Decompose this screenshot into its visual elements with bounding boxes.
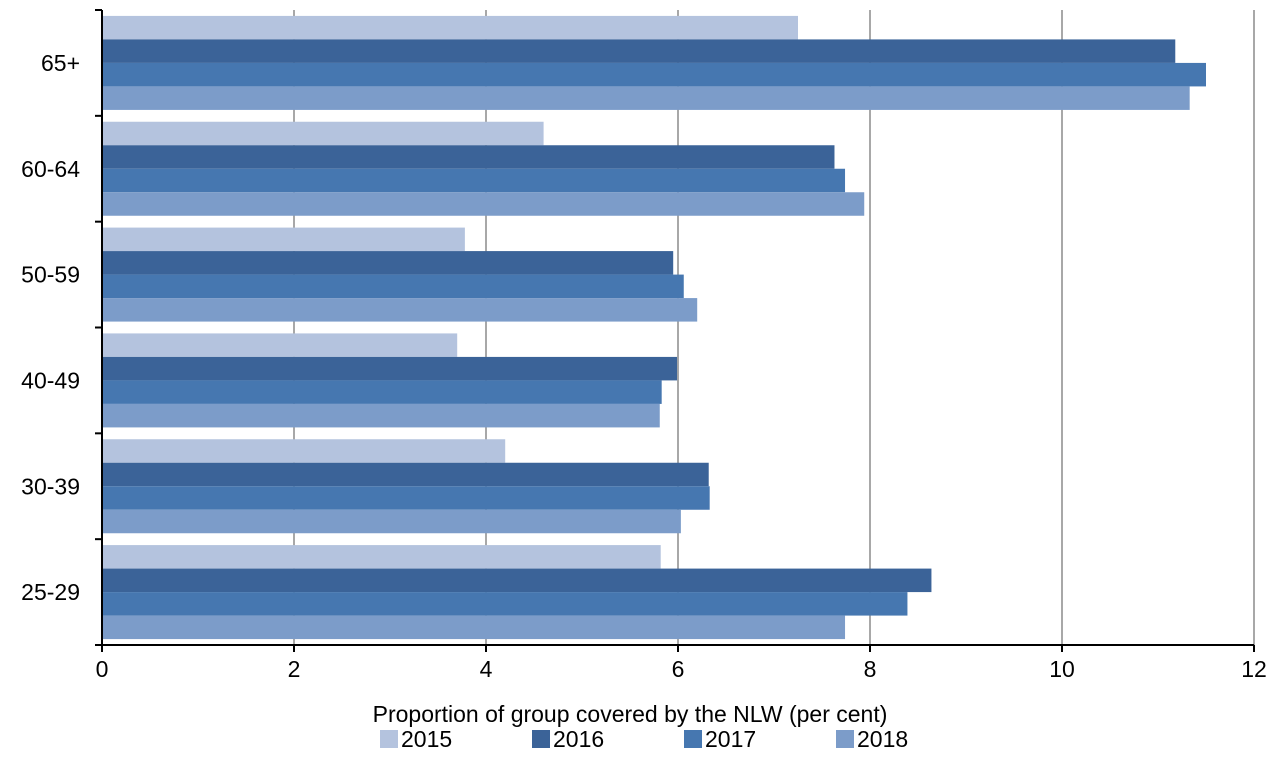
bar-40-49-2015 <box>102 333 458 357</box>
legend-label-2018: 2018 <box>857 726 908 752</box>
x-tick-label-0: 0 <box>96 656 109 682</box>
legend-label-2016: 2016 <box>553 726 604 752</box>
category-label-3: 40-49 <box>21 367 80 393</box>
bar-50-59-2018 <box>102 298 698 322</box>
category-label-2: 50-59 <box>21 262 80 288</box>
bar-65+-2018 <box>102 86 1190 110</box>
bars <box>102 15 1206 640</box>
x-tick-label-3: 6 <box>672 656 685 682</box>
bar-65+-2017 <box>102 62 1206 87</box>
bar-60-64-2018 <box>102 192 865 216</box>
legend-label-2015: 2015 <box>401 726 452 752</box>
category-label-1: 60-64 <box>21 156 80 182</box>
bar-30-39-2016 <box>102 462 709 487</box>
bar-30-39-2017 <box>102 486 710 510</box>
legend-swatch-2018 <box>836 730 854 748</box>
bar-65+-2016 <box>102 39 1176 63</box>
bar-40-49-2016 <box>102 356 678 381</box>
x-tick-label-6: 12 <box>1241 656 1267 682</box>
bar-30-39-2018 <box>102 509 681 534</box>
axes <box>95 9 1255 652</box>
bar-25-29-2018 <box>102 615 846 640</box>
legend-label-2017: 2017 <box>705 726 756 752</box>
x-tick-label-1: 2 <box>288 656 301 682</box>
bar-60-64-2015 <box>102 121 544 146</box>
x-tick-label-2: 4 <box>480 656 493 682</box>
bar-50-59-2016 <box>102 251 674 275</box>
labels: 65+ 60-64 50-59 40-49 30-39 25-29 0 2 4 6 8 10 12 <box>21 50 1267 682</box>
bar-60-64-2017 <box>102 168 846 193</box>
bar-40-49-2017 <box>102 380 662 404</box>
legend-swatch-2016 <box>532 730 550 748</box>
bar-65+-2015 <box>102 15 798 40</box>
category-label-5: 25-29 <box>21 579 80 605</box>
legend-swatch-2015 <box>380 730 398 748</box>
x-axis-title: Proportion of group covered by the NLW (… <box>373 701 888 727</box>
bar-50-59-2017 <box>102 274 684 299</box>
legend-swatch-2017 <box>684 730 702 748</box>
legend: 2015 2016 2017 2018 <box>380 726 908 752</box>
gridlines <box>293 10 1255 645</box>
bar-50-59-2015 <box>102 227 465 252</box>
bar-30-39-2015 <box>102 439 506 463</box>
x-tick-label-5: 10 <box>1049 656 1075 682</box>
bar-60-64-2016 <box>102 145 835 169</box>
x-tick-label-4: 8 <box>864 656 877 682</box>
bar-25-29-2017 <box>102 592 908 616</box>
bar-25-29-2015 <box>102 545 661 569</box>
bar-40-49-2018 <box>102 403 660 428</box>
category-label-4: 30-39 <box>21 473 80 499</box>
category-label-0: 65+ <box>41 50 80 76</box>
bar-25-29-2016 <box>102 568 932 593</box>
